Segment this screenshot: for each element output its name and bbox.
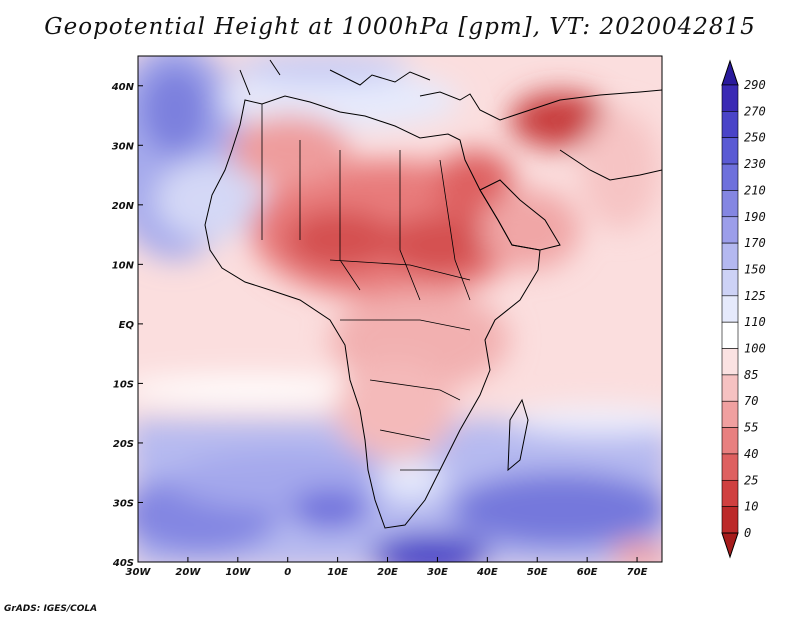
colorbar-box (721, 374, 739, 402)
colorbar-label: 290 (744, 78, 766, 92)
x-tick-label: 30E (427, 567, 448, 578)
colorbar-box (721, 190, 739, 218)
y-tick-label: 20N (112, 201, 135, 212)
colorbar-box (721, 400, 739, 428)
colorbar-box (721, 453, 739, 481)
colorbar-box (721, 269, 739, 297)
colorbar-box (721, 111, 739, 139)
colorbar-box (721, 479, 739, 507)
colorbar-label: 125 (744, 289, 766, 303)
colorbar-boxes (721, 59, 739, 559)
colorbar-labels: 2902702502302101901701501251101008570554… (744, 78, 766, 540)
colorbar-label: 110 (744, 315, 766, 329)
y-tick-label: 30S (113, 498, 134, 509)
colorbar-bottom-arrow (721, 532, 739, 559)
colorbar-label: 210 (744, 183, 766, 197)
colorbar-label: 40 (744, 447, 758, 461)
colorbar-label: 85 (744, 368, 758, 382)
colorbar-label: 0 (744, 526, 751, 540)
y-tick-label: 40N (111, 82, 135, 93)
y-tick-label: EQ (119, 320, 135, 331)
y-axis-ticks: 40N 30N 20N 10N EQ 10S 20S 30S 40S (111, 82, 143, 569)
colorbar-box (721, 348, 739, 376)
colorbar-box (721, 84, 739, 112)
colorbar-top-arrow (721, 59, 739, 86)
x-tick-label: 10W (225, 567, 251, 578)
x-tick-label: 50E (527, 567, 548, 578)
y-tick-label: 20S (113, 439, 134, 450)
colorbar-label: 100 (744, 342, 766, 356)
height-field (138, 56, 662, 562)
colorbar-label: 55 (744, 421, 758, 435)
colorbar-box (721, 427, 739, 455)
colorbar-box (721, 506, 739, 534)
colorbar-label: 150 (744, 262, 766, 276)
colorbar-box (721, 321, 739, 349)
x-tick-label: 60E (577, 567, 598, 578)
colorbar-label: 25 (744, 473, 758, 487)
colorbar-box (721, 137, 739, 165)
colorbar-box (721, 216, 739, 244)
x-tick-label: 0 (284, 567, 291, 578)
colorbar-box (721, 295, 739, 323)
colorbar-label: 10 (744, 500, 758, 514)
colorbar-label: 170 (744, 236, 766, 250)
colorbar-label: 270 (744, 104, 766, 118)
coastlines (204, 59, 662, 529)
x-axis-ticks: 30W 20W 10W 0 10E 20E 30E 40E 50E 60E 70E (126, 557, 648, 578)
x-tick-label: 30W (126, 567, 152, 578)
colorbar-box (721, 163, 739, 191)
colorbar-label: 190 (744, 210, 766, 224)
x-tick-label: 20W (175, 567, 201, 578)
x-tick-label: 10E (327, 567, 348, 578)
colorbar-label: 250 (744, 131, 766, 145)
colorbar-label: 70 (744, 394, 758, 408)
y-tick-label: 40S (112, 558, 134, 569)
y-tick-label: 10S (113, 379, 134, 390)
grads-credit: GrADS: IGES/COLA (4, 604, 98, 614)
map-title: Geopotential Height at 1000hPa [gpm], VT… (44, 14, 756, 40)
x-tick-label: 40E (476, 567, 498, 578)
colorbar-label: 230 (744, 157, 766, 171)
map-frame (137, 55, 663, 563)
x-tick-label: 70E (627, 567, 648, 578)
y-tick-label: 10N (112, 260, 135, 271)
y-tick-label: 30N (112, 141, 135, 152)
x-tick-label: 20E (377, 567, 398, 578)
colorbar-box (721, 242, 739, 270)
